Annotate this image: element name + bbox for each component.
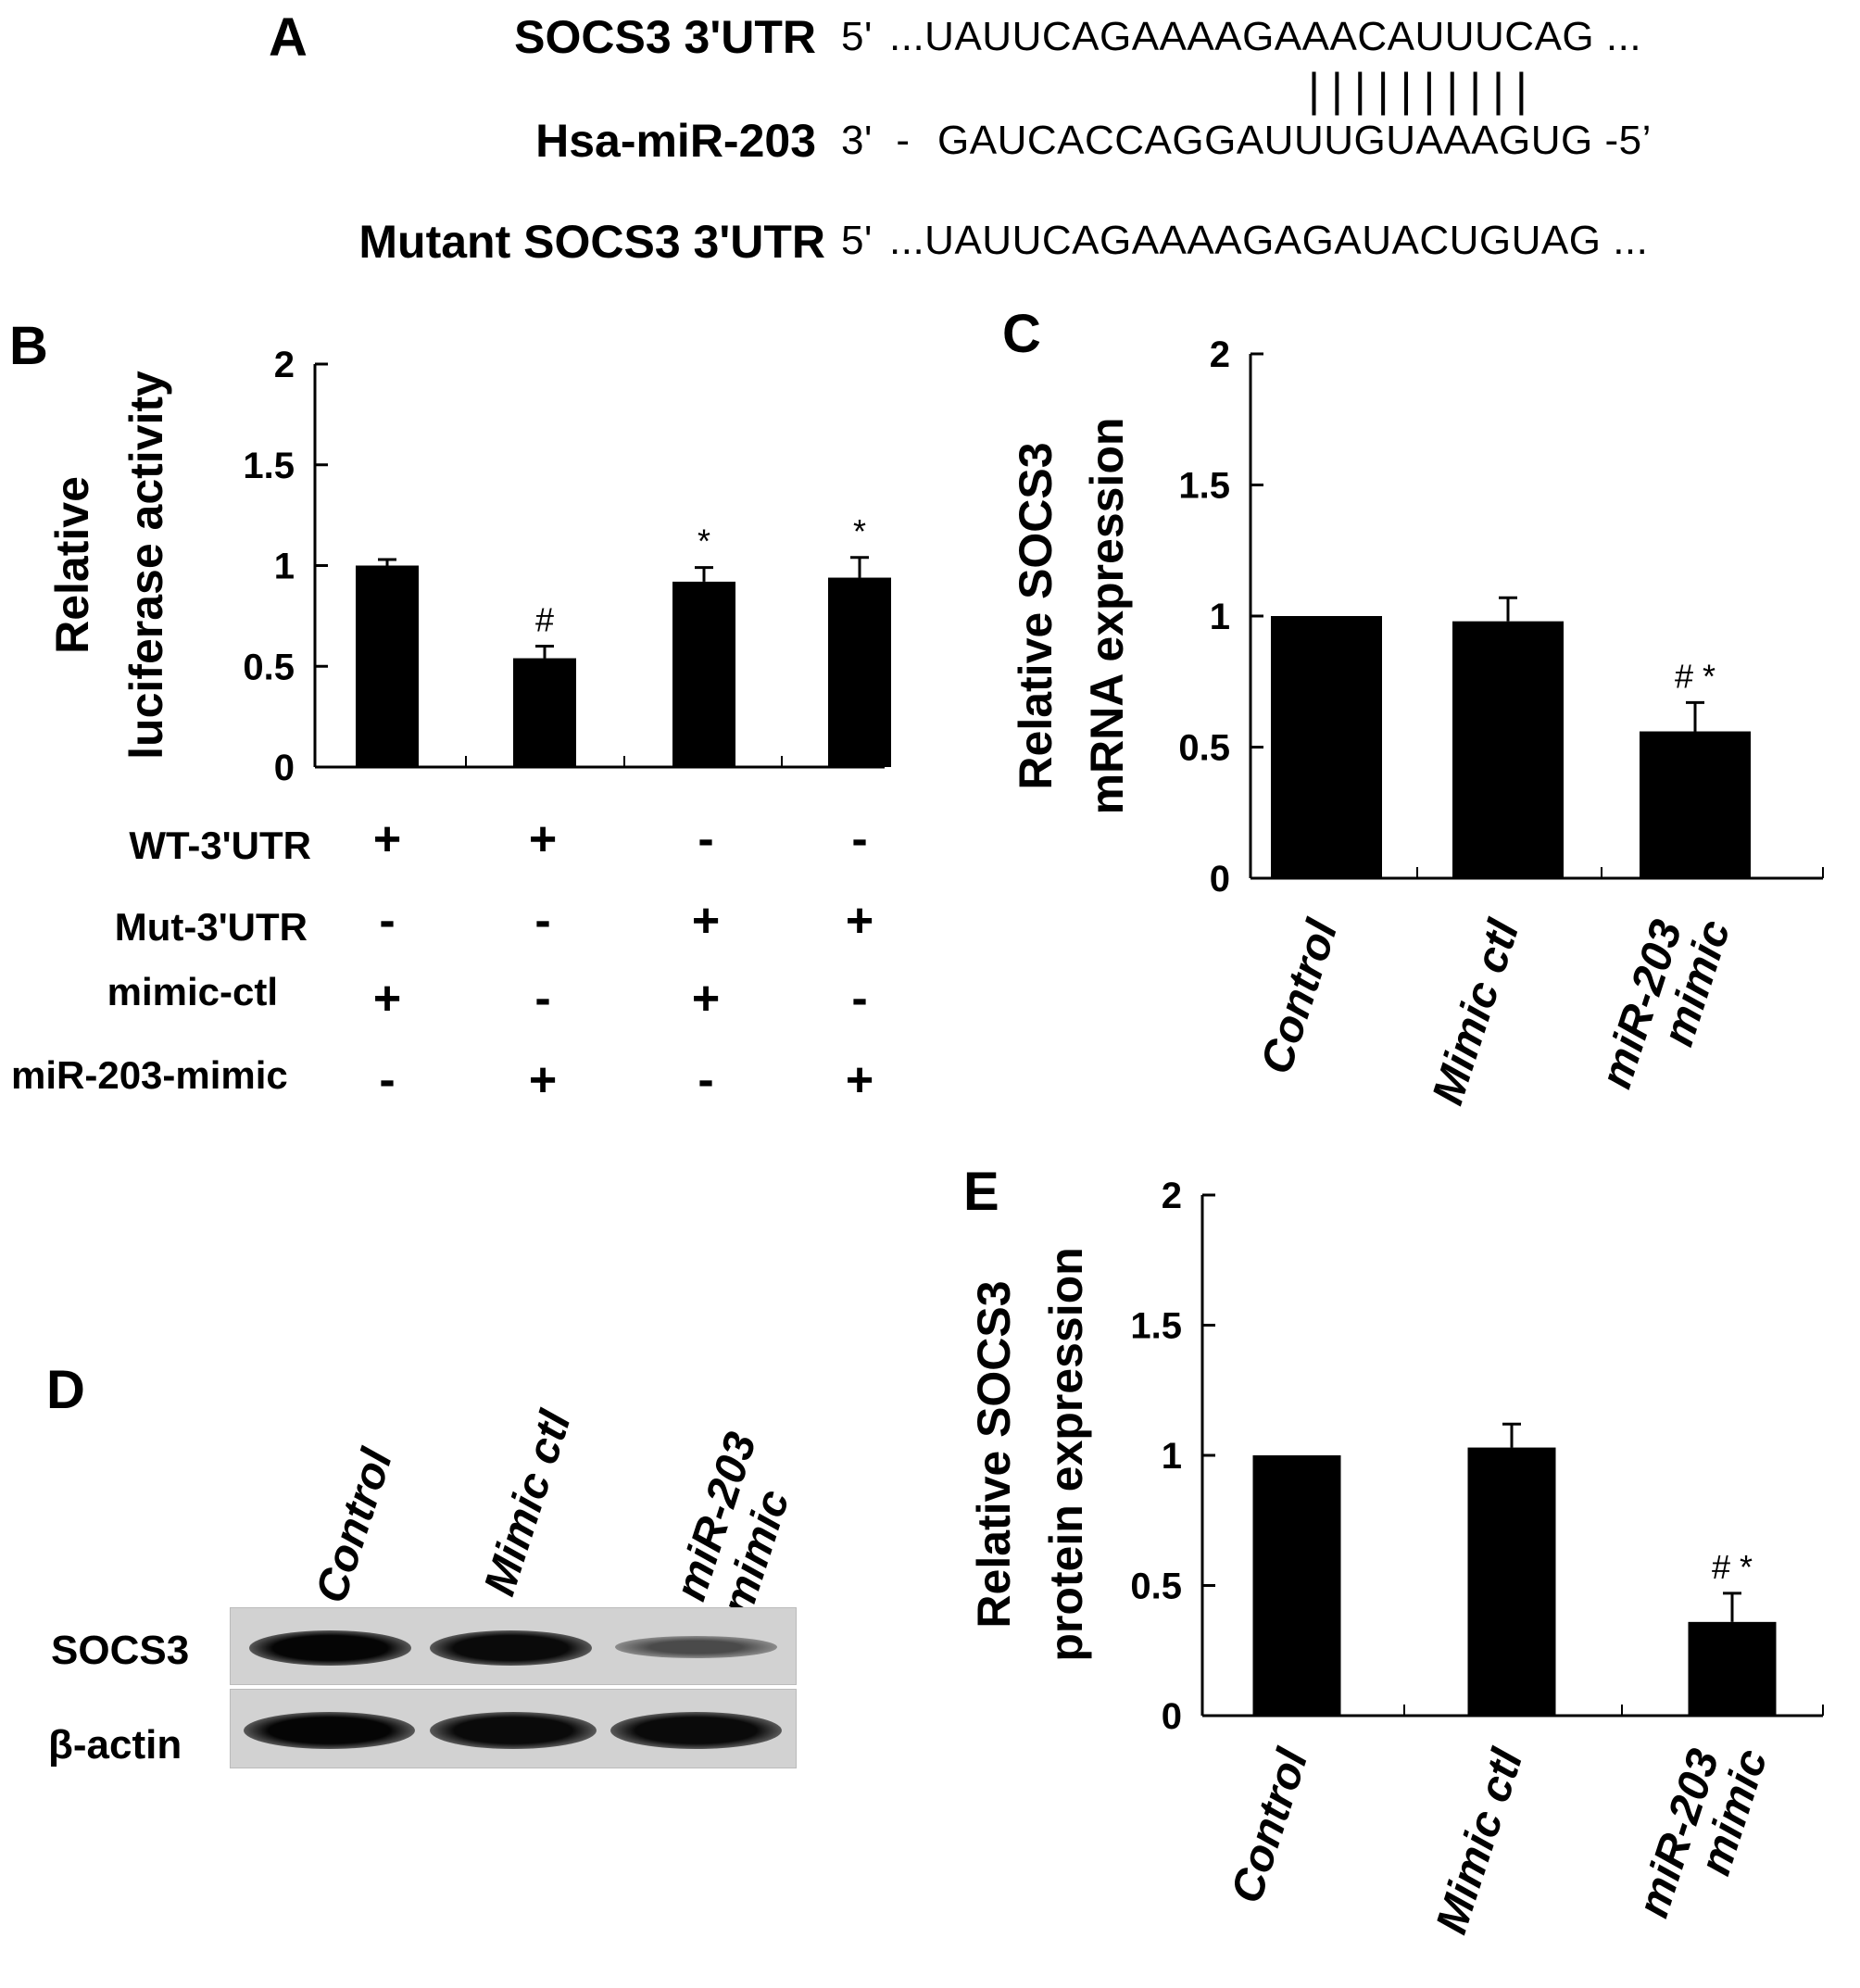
blot-row-label-bactin: β-actin bbox=[48, 1722, 182, 1768]
blot-band bbox=[430, 1712, 597, 1749]
condition-label-mut-utr: Mut-3'UTR bbox=[114, 905, 308, 949]
condition-sign: + bbox=[845, 894, 874, 948]
y-tick-label: 1.5 bbox=[1178, 466, 1230, 507]
condition-sign: - bbox=[379, 1053, 396, 1107]
y-tick-label: 0.5 bbox=[243, 647, 295, 687]
condition-sign: + bbox=[691, 894, 721, 948]
y-tick-label: 2 bbox=[1162, 1176, 1182, 1216]
x-category-label: Control bbox=[1222, 1742, 1318, 1908]
significance-marker: # bbox=[535, 601, 554, 639]
condition-sign: + bbox=[372, 972, 402, 1025]
x-category-label: Control bbox=[1251, 912, 1348, 1079]
seq-mutant-utr: ...UAUUCAGAAAAGAGAUACUGUAG ... bbox=[889, 218, 1649, 263]
significance-marker: * bbox=[698, 522, 710, 560]
base-pairing-lines: | | | | | | | | | | bbox=[1308, 64, 1527, 116]
blot-band bbox=[249, 1630, 411, 1666]
seq-label-mir203: Hsa-miR-203 bbox=[535, 115, 816, 167]
condition-sign: - bbox=[851, 812, 868, 866]
bar bbox=[1271, 616, 1382, 878]
bar bbox=[1252, 1455, 1341, 1716]
y-tick-label: 0 bbox=[274, 748, 295, 788]
condition-label-wt-utr: WT-3'UTR bbox=[129, 824, 311, 867]
blot-band bbox=[615, 1636, 777, 1658]
y-tick-label: 0 bbox=[1162, 1696, 1182, 1737]
seq-label-socs3-utr: SOCS3 3'UTR bbox=[514, 11, 816, 63]
y-axis-label: Relative SOCS3 bbox=[1010, 442, 1062, 789]
y-axis-label: luciferase activity bbox=[120, 371, 172, 760]
blot-band bbox=[244, 1712, 415, 1749]
condition-sign: + bbox=[691, 972, 721, 1025]
condition-label-mimic-ctl: mimic-ctl bbox=[107, 970, 278, 1013]
y-tick-label: 1 bbox=[1162, 1436, 1182, 1477]
y-tick-label: 1.5 bbox=[1130, 1306, 1182, 1347]
blot-band bbox=[610, 1712, 782, 1749]
seq-prefix-mutant-utr: 5' bbox=[841, 218, 873, 263]
x-category-label: Mimic ctl bbox=[1427, 1742, 1533, 1939]
condition-sign: + bbox=[845, 1053, 874, 1107]
bar bbox=[1688, 1621, 1777, 1716]
x-category-label: Mimic ctl bbox=[1424, 912, 1529, 1110]
condition-sign: - bbox=[534, 894, 551, 948]
seq-socs3-utr: ...UAUUCAGAAAAGAAACAUUUCAG ... bbox=[889, 14, 1642, 59]
panel-b-letter: B bbox=[9, 316, 48, 376]
y-axis-label: mRNA expression bbox=[1081, 418, 1133, 815]
seq-prefix-socs3-utr: 5' bbox=[841, 14, 873, 59]
y-tick-label: 0 bbox=[1210, 859, 1230, 900]
y-axis-label: Relative bbox=[46, 476, 98, 654]
y-tick-label: 0.5 bbox=[1130, 1566, 1182, 1607]
y-axis-label: protein expression bbox=[1040, 1247, 1092, 1661]
panel-a-letter: A bbox=[269, 7, 308, 68]
seq-label-mutant-utr: Mutant SOCS3 3'UTR bbox=[358, 216, 825, 268]
y-tick-label: 1 bbox=[1210, 597, 1230, 637]
y-tick-label: 0.5 bbox=[1178, 728, 1230, 769]
condition-sign: - bbox=[534, 972, 551, 1025]
condition-sign: - bbox=[851, 972, 868, 1025]
condition-sign: + bbox=[528, 812, 558, 866]
condition-sign: - bbox=[379, 894, 396, 948]
y-tick-label: 1.5 bbox=[243, 446, 295, 486]
bar bbox=[828, 577, 891, 767]
condition-sign: - bbox=[698, 812, 714, 866]
seq-mir203: GAUCACCAGGAUUUGUAAAGUG -5’ bbox=[937, 118, 1652, 163]
y-tick-label: 1 bbox=[274, 547, 295, 587]
blot-band bbox=[430, 1630, 592, 1666]
bar bbox=[672, 581, 735, 767]
blot-strip-bactin bbox=[230, 1689, 797, 1768]
significance-marker: * bbox=[853, 512, 866, 550]
bar bbox=[1452, 621, 1564, 878]
bar bbox=[513, 658, 576, 767]
blot-strip-socs3 bbox=[230, 1607, 797, 1685]
western-blot bbox=[230, 1607, 797, 1768]
panel-c-letter: C bbox=[1002, 304, 1041, 364]
condition-sign: + bbox=[372, 812, 402, 866]
bar bbox=[1467, 1447, 1556, 1716]
significance-marker: # * bbox=[1712, 1548, 1753, 1586]
panel-d-letter: D bbox=[46, 1360, 85, 1420]
bar bbox=[356, 565, 419, 767]
blot-row-label-socs3: SOCS3 bbox=[51, 1628, 190, 1673]
condition-sign: - bbox=[698, 1053, 714, 1107]
y-tick-label: 2 bbox=[274, 345, 295, 385]
condition-sign: + bbox=[528, 1053, 558, 1107]
bar bbox=[1640, 731, 1751, 878]
panel-e-letter: E bbox=[963, 1162, 999, 1222]
seq-prefix-mir203: 3' - bbox=[841, 118, 911, 163]
condition-label-mir203-mimic: miR-203-mimic bbox=[11, 1053, 288, 1097]
y-axis-label: Relative SOCS3 bbox=[968, 1280, 1020, 1628]
y-tick-label: 2 bbox=[1210, 334, 1230, 375]
significance-marker: # * bbox=[1675, 657, 1715, 695]
